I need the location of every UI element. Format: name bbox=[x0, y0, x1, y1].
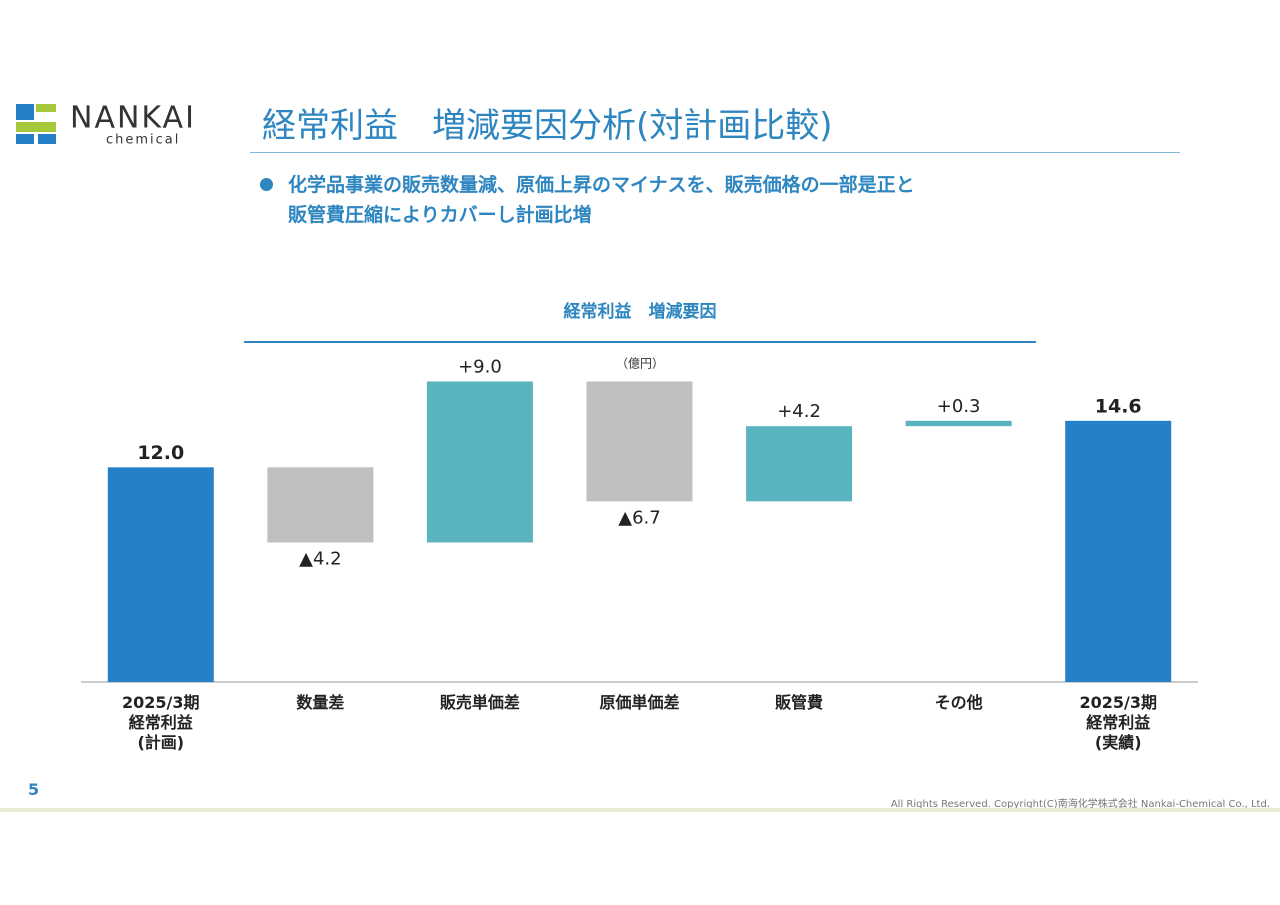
logo-block bbox=[16, 122, 56, 132]
bar bbox=[107, 467, 214, 682]
copyright: All Rights Reserved. Copyright(C)南海化学株式会… bbox=[890, 799, 1270, 810]
value-label: ▲6.7 bbox=[618, 507, 660, 528]
chart: 経常利益 増減要因 （億円） 12.0 ▲4.2 +9.0 ▲6.7 +4.2 +0.3 1… bbox=[81, 301, 1198, 683]
bullet-text: 化学品事業の販売数量減、原価上昇のマイナスを、販売価格の一部是正と 販管費圧縮に… bbox=[288, 174, 915, 226]
logo: NANKAI chemical bbox=[16, 101, 196, 148]
value-label: +9.0 bbox=[458, 356, 502, 377]
bar bbox=[746, 426, 853, 502]
bar bbox=[267, 467, 374, 543]
logo-block bbox=[16, 104, 34, 120]
x-tick-label: 販売単価差 bbox=[439, 693, 520, 712]
x-tick-label: 販管費 bbox=[775, 693, 824, 712]
logo-block bbox=[38, 134, 56, 144]
value-label: ▲4.2 bbox=[299, 548, 341, 569]
x-tick-label: 原価単価差 bbox=[599, 693, 680, 712]
bullet-dot bbox=[260, 178, 273, 191]
x-tick-label: 数量差 bbox=[296, 693, 345, 712]
page-number: 5 bbox=[28, 780, 40, 799]
value-label: 14.6 bbox=[1095, 395, 1142, 417]
chart-title: 経常利益 増減要因 bbox=[564, 301, 717, 322]
footer-band bbox=[0, 808, 1280, 812]
logo-block bbox=[36, 104, 56, 112]
bar bbox=[586, 381, 693, 502]
logo-text: NANKAI bbox=[70, 101, 196, 136]
rule bbox=[250, 152, 1180, 153]
x-tick-label: 2025/3期 経常利益 (計画) bbox=[122, 693, 200, 752]
unit-label: （億円） bbox=[616, 357, 664, 371]
bar bbox=[905, 420, 1012, 427]
value-label: 12.0 bbox=[137, 442, 184, 464]
logo-sub: chemical bbox=[106, 133, 180, 148]
x-tick-label: 2025/3期 経常利益 (実績) bbox=[1079, 693, 1157, 752]
bar bbox=[1065, 420, 1172, 682]
x-tick-label: その他 bbox=[934, 693, 983, 712]
logo-block bbox=[16, 134, 34, 144]
title: 経常利益 増減要因分析(対計画比較) bbox=[262, 106, 833, 146]
value-label: +4.2 bbox=[777, 401, 821, 422]
value-label: +0.3 bbox=[937, 396, 981, 417]
bar bbox=[426, 381, 533, 543]
